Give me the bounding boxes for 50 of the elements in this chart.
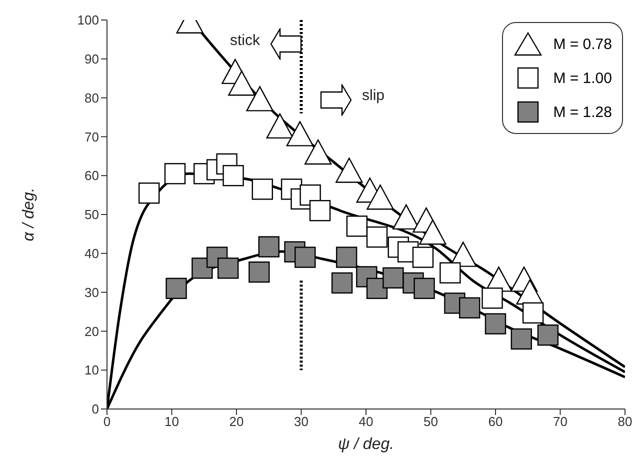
- y-tick-label: 50: [84, 207, 99, 222]
- x-tick-label: 80: [618, 414, 632, 430]
- point: [482, 288, 503, 309]
- x-tick-label: 0: [103, 414, 111, 430]
- x-tick-label: 10: [164, 414, 179, 430]
- point: [248, 261, 270, 283]
- y-tick-label: 30: [84, 284, 99, 300]
- point: [412, 246, 434, 268]
- y-tick-label: 80: [84, 90, 99, 106]
- x-tick-label: 20: [229, 414, 244, 430]
- point: [414, 278, 435, 300]
- point: [258, 236, 280, 258]
- point: [459, 297, 480, 318]
- y-tick-label: 100: [77, 12, 99, 28]
- point: [222, 165, 244, 186]
- y-tick-label: 0: [92, 402, 99, 417]
- y-tick-label: 20: [84, 324, 99, 339]
- annotation: slip: [362, 87, 385, 104]
- x-tick-label: 50: [424, 414, 438, 430]
- annotation: stick: [230, 32, 260, 49]
- point: [484, 313, 506, 334]
- point: [522, 302, 544, 324]
- x-tick-label: 70: [553, 414, 568, 430]
- point: [252, 178, 273, 200]
- point: [510, 328, 532, 350]
- point: [138, 182, 160, 204]
- point: [164, 163, 186, 184]
- x-tick-label: 60: [488, 414, 503, 430]
- legend-label: M = 0.78: [553, 36, 612, 52]
- point: [537, 324, 559, 346]
- y-tick-label: 70: [84, 129, 99, 144]
- point: [166, 278, 187, 300]
- x-tick-label: 30: [294, 414, 308, 430]
- y-tick-label: 90: [84, 52, 99, 67]
- point: [294, 246, 316, 268]
- point: [366, 226, 388, 248]
- point: [382, 267, 404, 289]
- y-tick-label: 40: [84, 246, 99, 262]
- x-tick-label: 40: [358, 414, 374, 430]
- point: [336, 246, 358, 268]
- x-axis-title: ψ / deg.: [338, 436, 394, 453]
- legend-label: M = 1.00: [553, 70, 612, 86]
- point: [331, 272, 353, 294]
- y-axis-title: α / deg.: [20, 188, 38, 242]
- y-tick-label: 10: [84, 362, 99, 378]
- point: [309, 200, 331, 222]
- point: [440, 262, 461, 284]
- y-tick-label: 60: [84, 168, 99, 184]
- legend-label: M = 1.28: [553, 104, 612, 120]
- point: [217, 258, 239, 279]
